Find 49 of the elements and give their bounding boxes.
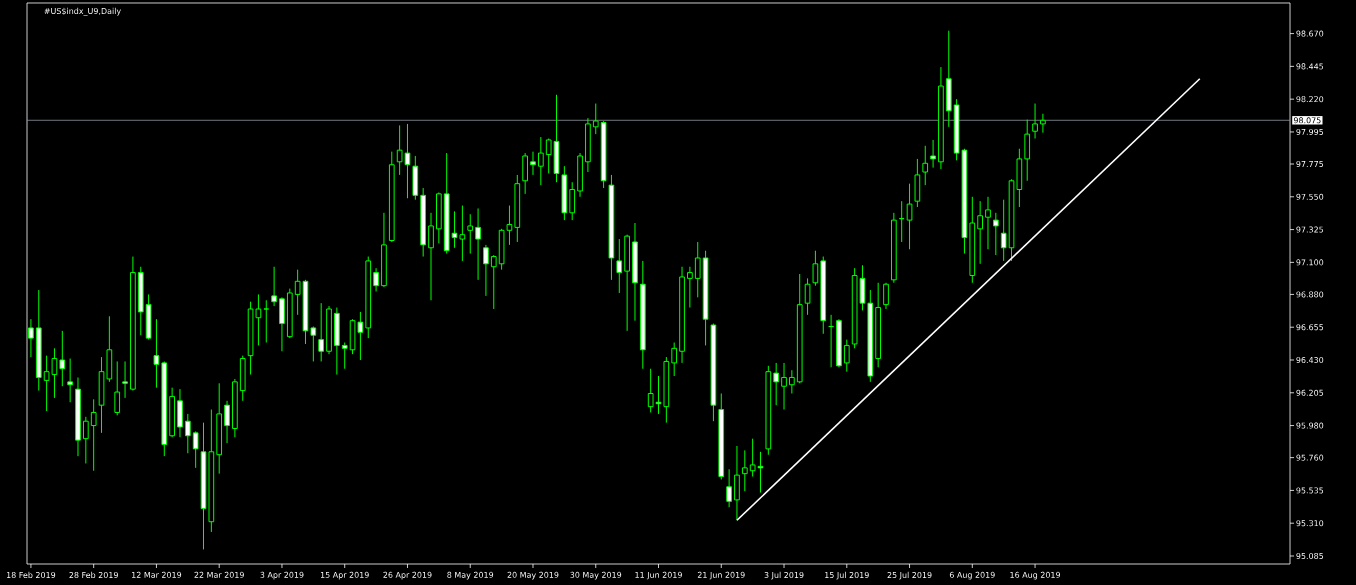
candlestick bbox=[922, 145, 929, 186]
candlestick bbox=[59, 330, 66, 387]
candlestick bbox=[804, 277, 811, 316]
candlestick bbox=[341, 342, 348, 370]
candlestick bbox=[883, 282, 889, 310]
candlestick bbox=[184, 413, 191, 454]
candlestick bbox=[490, 254, 497, 310]
candlestick bbox=[592, 103, 599, 135]
candlestick bbox=[537, 136, 544, 186]
candlestick bbox=[192, 430, 199, 469]
candlestick bbox=[726, 468, 732, 508]
candlestick bbox=[647, 368, 654, 413]
candlestick bbox=[687, 266, 693, 309]
candlestick bbox=[224, 400, 230, 444]
candlestick bbox=[467, 213, 474, 255]
candlestick bbox=[985, 196, 991, 250]
candlestick bbox=[153, 318, 160, 389]
candlestick bbox=[428, 212, 434, 301]
candlestick bbox=[263, 299, 270, 344]
candlestick bbox=[1000, 199, 1007, 262]
candlestick bbox=[671, 342, 678, 377]
candlestick bbox=[545, 138, 552, 174]
candlestick bbox=[843, 339, 850, 373]
candlestick bbox=[741, 449, 748, 492]
candlestick bbox=[114, 360, 121, 416]
candlestick bbox=[781, 362, 787, 411]
candlestick bbox=[483, 244, 489, 297]
candlestick bbox=[373, 267, 379, 293]
candlestick bbox=[616, 238, 623, 294]
candlestick bbox=[90, 398, 97, 472]
candlestick bbox=[1032, 103, 1038, 140]
candlestick bbox=[1040, 113, 1046, 134]
candlestick bbox=[530, 151, 536, 176]
candlestick bbox=[789, 369, 795, 395]
candlestick bbox=[569, 181, 576, 221]
candlestick bbox=[67, 358, 73, 403]
candlestick bbox=[906, 183, 913, 250]
candlestick bbox=[122, 360, 128, 399]
candlestick bbox=[977, 200, 983, 265]
candlestick bbox=[310, 325, 317, 362]
candlestick bbox=[930, 139, 936, 169]
candlestick bbox=[271, 266, 277, 307]
candlestick bbox=[773, 362, 780, 406]
candlestick bbox=[475, 207, 481, 281]
candlestick bbox=[812, 250, 819, 287]
candlestick bbox=[992, 212, 999, 256]
candlestick bbox=[694, 241, 701, 298]
candlestick bbox=[318, 302, 325, 362]
candlestick bbox=[82, 416, 89, 464]
